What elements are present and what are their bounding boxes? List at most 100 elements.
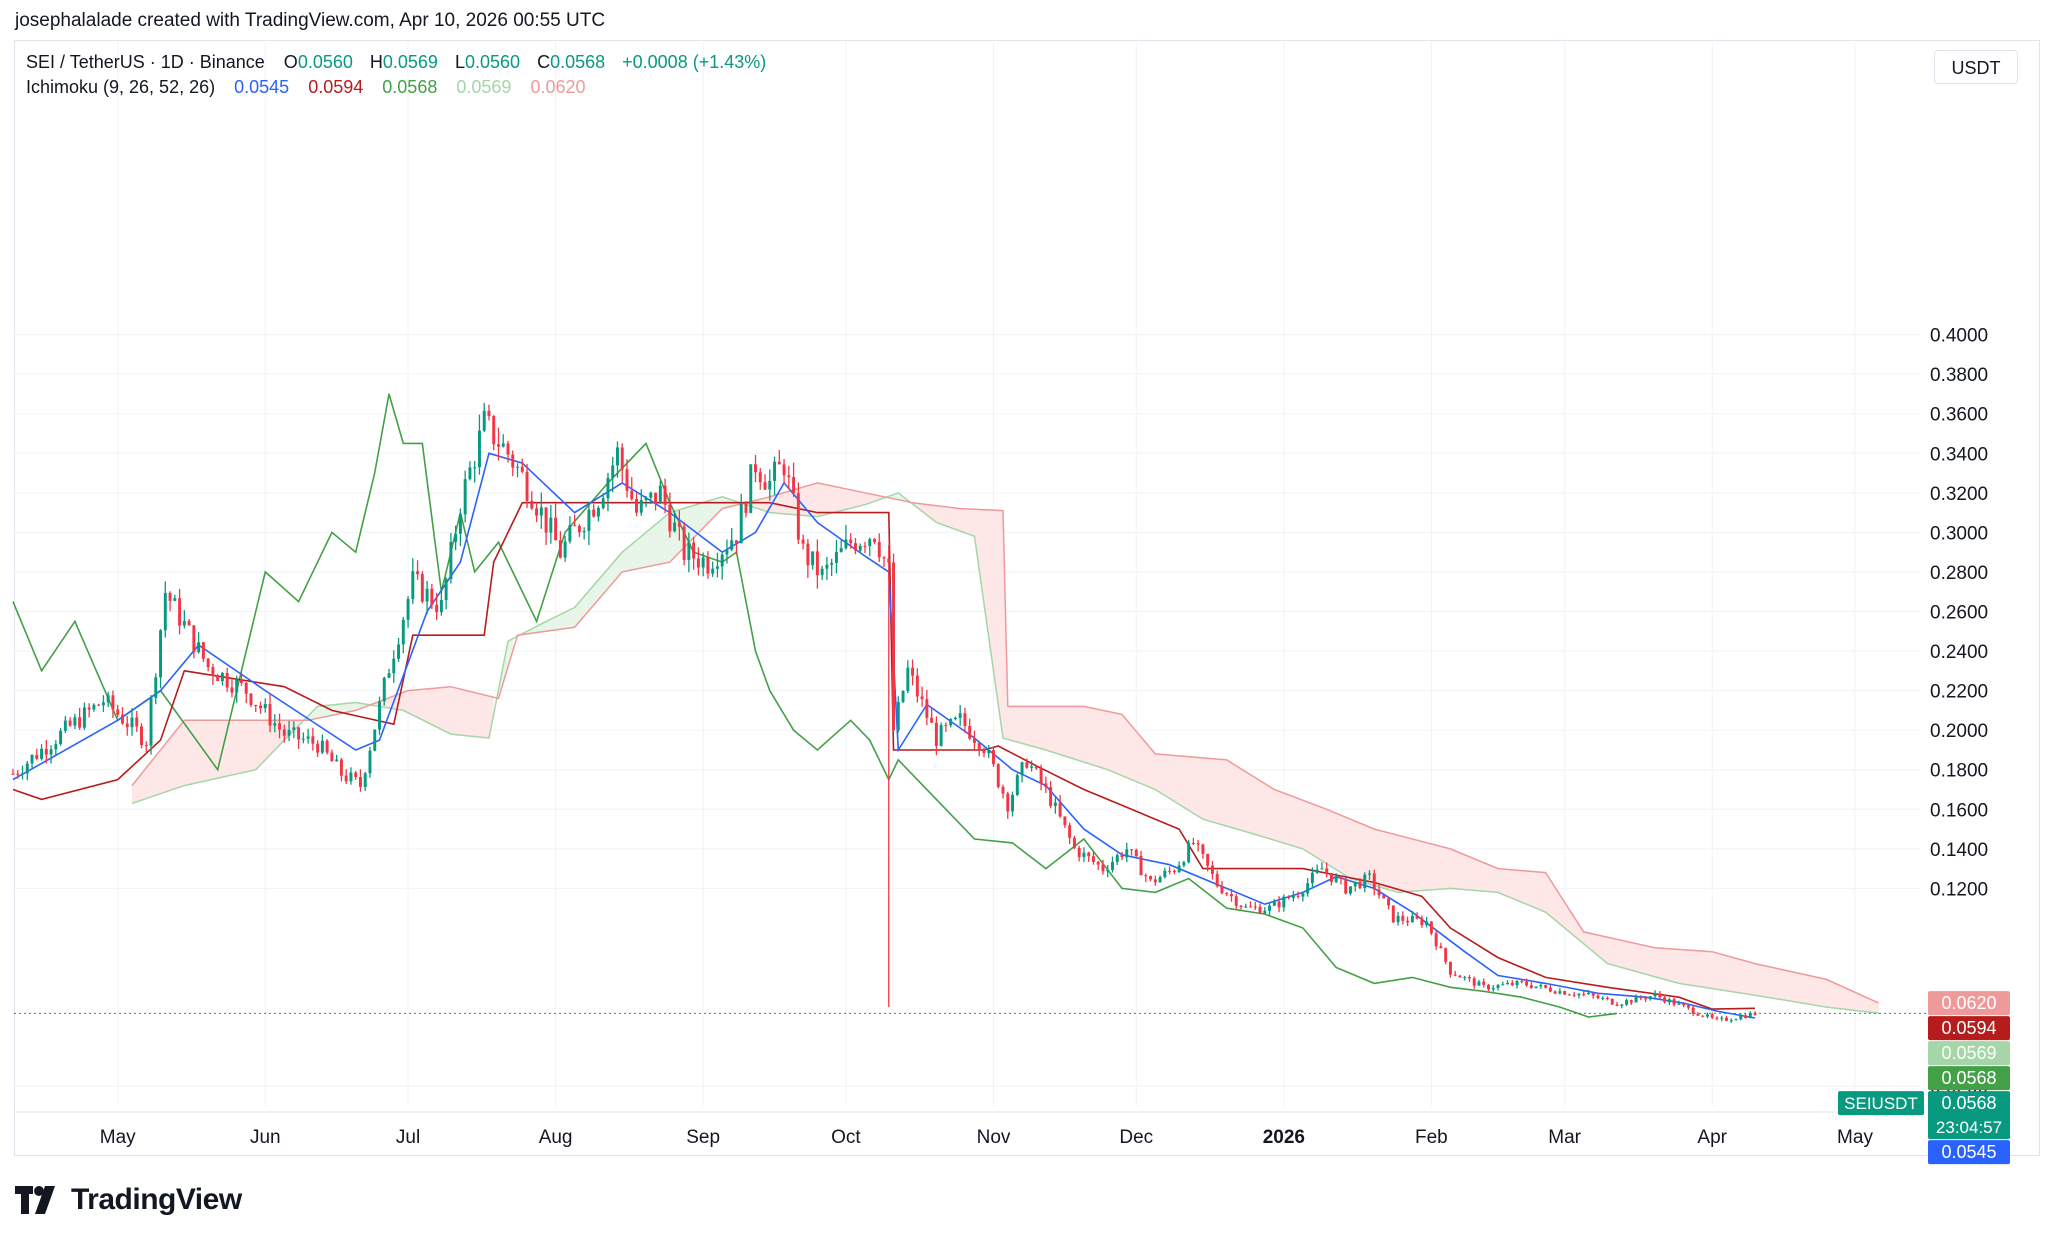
candle-body [592,509,596,517]
candle-body [1325,868,1329,874]
candle-body [1111,862,1114,870]
span-a-value: 0.0569 [456,77,512,97]
candle-body [611,465,615,478]
currency-button[interactable]: USDT [1934,50,2018,84]
candle-body [544,507,548,533]
candle-body [1239,905,1243,908]
candle-body [268,703,272,726]
candle-body [25,763,29,774]
candle-body [1272,901,1276,906]
candle-body [834,551,838,563]
candle-body [92,704,96,710]
candle-body [501,443,505,447]
candle-body [963,713,967,727]
candle-body [225,672,229,688]
candle-body [1277,901,1281,908]
candle-body [749,464,753,513]
candle-body [849,539,853,544]
candle-body [1163,870,1167,878]
x-tick-label: Jun [250,1127,281,1148]
candle-body [1125,849,1129,858]
candle-body [968,726,972,739]
candle-body [1691,1007,1695,1014]
lagging-value: 0.0568 [382,77,438,97]
candle-body [392,658,396,674]
candle-body [1296,895,1300,897]
conversion-line [12,452,1756,1019]
candle-body [892,562,896,731]
candle-body [1705,1014,1709,1017]
candle-body [882,557,886,559]
candle-body [877,541,881,558]
candle-body [1686,1005,1690,1008]
candle-body [658,485,662,504]
y-tick-label: 0.3400 [1930,444,1988,465]
countdown-label: 23:04:57 [1936,1118,2002,1137]
candle-body [397,644,401,659]
candle-body [1068,825,1072,838]
symbol-tag-label: SEIUSDT [1844,1094,1918,1113]
x-tick-label: May [1837,1127,1873,1148]
candle-body [554,517,558,541]
candle-body [811,551,815,566]
candle-body [582,531,586,533]
candle-body [1187,842,1191,863]
y-tick-label: 0.2000 [1930,721,1988,742]
x-tick-label: Oct [831,1127,861,1148]
indicator-legend[interactable]: Ichimoku (9, 26, 52, 26) 0.0545 0.0594 0… [26,77,586,98]
candle-body [1320,868,1324,870]
candle-body [1439,946,1443,949]
candle-body [739,503,743,544]
chart-frame[interactable] [14,40,2040,1156]
candle-body [192,625,196,652]
candle-body [1634,996,1638,1003]
candle-body [711,568,715,574]
symbol-legend[interactable]: SEI / TetherUS · 1D · Binance O0.0560 H0… [26,52,766,73]
candle-body [330,752,334,762]
candle-body [1225,893,1229,895]
candle-body [311,736,315,744]
candle-body [654,492,658,504]
x-tick-label: Feb [1415,1127,1448,1148]
candle-body [201,642,205,659]
candle-body [1639,996,1643,999]
candle-body [920,696,924,700]
candle-body [1372,873,1376,890]
candle-body [120,714,124,724]
candle-body [82,707,86,728]
candle-body [573,525,577,527]
candle-body [987,750,991,754]
candle-body [1525,981,1529,986]
x-tick-label: Apr [1697,1127,1727,1148]
candle-body [1249,906,1252,908]
candle-body [1625,1000,1629,1005]
candle-body [1177,865,1181,873]
y-tick-label: 0.1600 [1930,800,1988,821]
candle-body [677,522,681,527]
candle-body [915,675,919,697]
candle-body [44,748,48,755]
candle-body [701,557,705,568]
candle-body [925,699,929,718]
candle-body [1001,786,1005,794]
candle-body [858,545,862,551]
candle-body [1263,910,1267,914]
candle-body [477,430,481,468]
candle-body [796,493,800,540]
candle-body [1567,994,1571,996]
candle-body [1667,999,1671,1003]
candle-body [1467,976,1471,979]
candle-body [1344,878,1348,894]
candle-body [1039,768,1043,784]
candle-body [16,773,20,775]
y-tick-label: 0.4000 [1930,326,1988,347]
candle-body [1020,762,1024,776]
candle-body [754,464,757,473]
candle-body [1453,974,1457,976]
candle-body [953,717,957,720]
candle-body [1544,985,1548,988]
candle-body [744,503,748,513]
candle-body [1682,1003,1686,1006]
candle-body [768,480,772,490]
